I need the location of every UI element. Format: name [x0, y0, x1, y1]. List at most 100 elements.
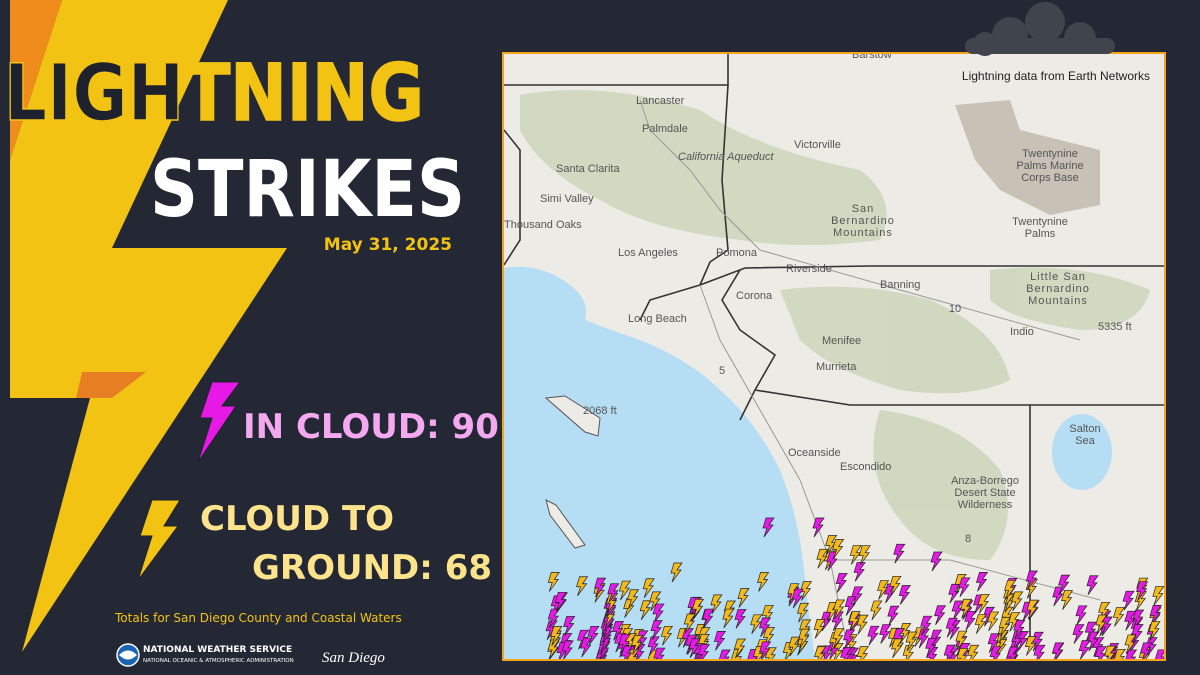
lightning-symbol — [1008, 612, 1021, 632]
lightning-symbol — [1026, 599, 1039, 620]
lightning-symbol — [797, 602, 810, 623]
lightning-symbol — [1013, 619, 1026, 640]
in-cloud-icon — [197, 381, 241, 463]
lightning-symbol — [1131, 624, 1144, 644]
map-label-line: Mountains — [833, 227, 893, 239]
lightning-symbol — [1006, 646, 1019, 659]
cloud-to-ground-stat: CLOUD TO — [200, 499, 394, 539]
lightning-symbol — [733, 638, 747, 659]
map-label: Escondido — [840, 461, 891, 473]
lightning-symbol — [737, 588, 750, 608]
lightning-symbol — [713, 631, 727, 651]
map-label-line: Santa Clarita — [556, 163, 620, 175]
bolt-decoration — [10, 0, 287, 652]
map-label-line: Simi Valley — [540, 193, 594, 205]
lightning-symbol — [849, 545, 862, 565]
map-label: Murrieta — [816, 361, 857, 373]
lightning-symbol — [856, 646, 870, 659]
map-label-line: Bernardino — [1026, 283, 1090, 295]
lightning-symbol — [879, 624, 892, 644]
lightning-symbol — [843, 629, 856, 650]
lightning-symbol — [719, 649, 731, 659]
title: STRIKES — [150, 145, 465, 235]
lightning-symbol — [977, 593, 990, 614]
lightning-symbol — [691, 598, 705, 619]
lightning-symbol — [547, 639, 560, 659]
lightning-symbol — [1094, 646, 1107, 659]
lightning-symbol — [788, 636, 801, 657]
lightning-symbol — [1124, 610, 1137, 631]
map-label: Twentynine Palms — [1012, 216, 1068, 240]
map-label-line: Long Beach — [628, 313, 687, 325]
lightning-symbol — [1155, 649, 1164, 659]
lightning-symbol — [697, 644, 711, 659]
map-label: Salton Sea — [1069, 423, 1100, 447]
lightning-symbol — [934, 605, 947, 625]
map-label: Menifee — [822, 335, 861, 347]
map-label-line: 10 — [949, 303, 961, 315]
lightning-symbol — [976, 571, 989, 592]
map-label: Palmdale — [642, 123, 688, 135]
lightning-symbol — [945, 617, 958, 638]
logo-name: NATIONAL WEATHER SERVICE — [143, 645, 292, 655]
map-label: Little San Bernardino Mountains — [1026, 271, 1090, 307]
map-frame — [502, 52, 1166, 661]
lightning-symbol — [813, 619, 826, 639]
lightning-symbol — [902, 644, 915, 659]
lightning-symbol — [1003, 587, 1016, 608]
footnote: Totals for San Diego County and Coastal … — [114, 611, 402, 625]
lightning-symbol — [1051, 642, 1065, 659]
map-label-line: Thousand Oaks — [504, 219, 582, 231]
map-label-line: Barstow — [852, 49, 892, 61]
lightning-symbol — [989, 646, 1002, 659]
lightning-symbol — [576, 576, 589, 596]
lightning-symbol — [688, 638, 701, 658]
lightning-symbol — [605, 593, 619, 613]
map-label-line: Pomona — [716, 247, 758, 259]
map-label: Anza-Borrego Desert State Wilderness — [951, 475, 1019, 511]
cloud-icon — [965, 2, 1115, 56]
map-label-line: Corps Base — [1021, 172, 1078, 184]
lightning-symbol — [1134, 591, 1147, 611]
map-label-line: Little San — [1030, 271, 1086, 283]
lightning-symbol — [587, 625, 600, 646]
lightning-symbol — [889, 575, 902, 596]
county-lines — [504, 54, 1164, 640]
logo-subname: NATIONAL OCEANIC & ATMOSPHERIC ADMINISTR… — [143, 658, 294, 664]
lightning-symbol — [1011, 631, 1024, 651]
lightning-symbol — [851, 586, 864, 607]
lightning-symbol — [920, 615, 933, 636]
map-label-line: Sea — [1075, 435, 1095, 447]
map: Barstow Lancaster Palmdale California Aqued… — [504, 49, 1164, 659]
lightning-symbol — [1075, 605, 1088, 626]
lightning-symbol — [1061, 590, 1074, 610]
lightning-symbol — [722, 608, 735, 629]
lightning-symbol — [898, 585, 911, 605]
lightning-symbol — [1004, 579, 1017, 600]
lightning-symbol — [647, 636, 660, 657]
date: May 31, 2025 — [324, 235, 452, 255]
lightning-symbol — [833, 599, 846, 620]
lightning-symbol — [848, 611, 861, 631]
lightning-symbol — [1148, 621, 1161, 641]
map-label: 2068 ft — [583, 405, 617, 417]
map-label-line: Mountains — [1028, 295, 1088, 307]
lightning-symbol — [825, 535, 838, 555]
map-label: Banning — [880, 279, 920, 291]
map-label-line: Anza-Borrego — [951, 475, 1019, 487]
lightning-symbol — [814, 646, 827, 659]
map-label-line: 8 — [965, 533, 971, 545]
noaa-logo — [119, 650, 137, 660]
lightning-symbol — [974, 614, 987, 634]
terrain — [520, 90, 1150, 560]
map-label: Simi Valley — [540, 193, 594, 205]
map-label-line: 5335 ft — [1098, 321, 1132, 333]
map-label: Pomona — [716, 247, 758, 259]
map-label: Victorville — [794, 139, 841, 151]
lightning-symbol — [832, 539, 845, 559]
lightning-symbol — [1122, 590, 1135, 611]
map-label-line: Victorville — [794, 139, 841, 151]
lightning-symbol — [812, 517, 825, 538]
lightning-symbol — [955, 630, 968, 651]
